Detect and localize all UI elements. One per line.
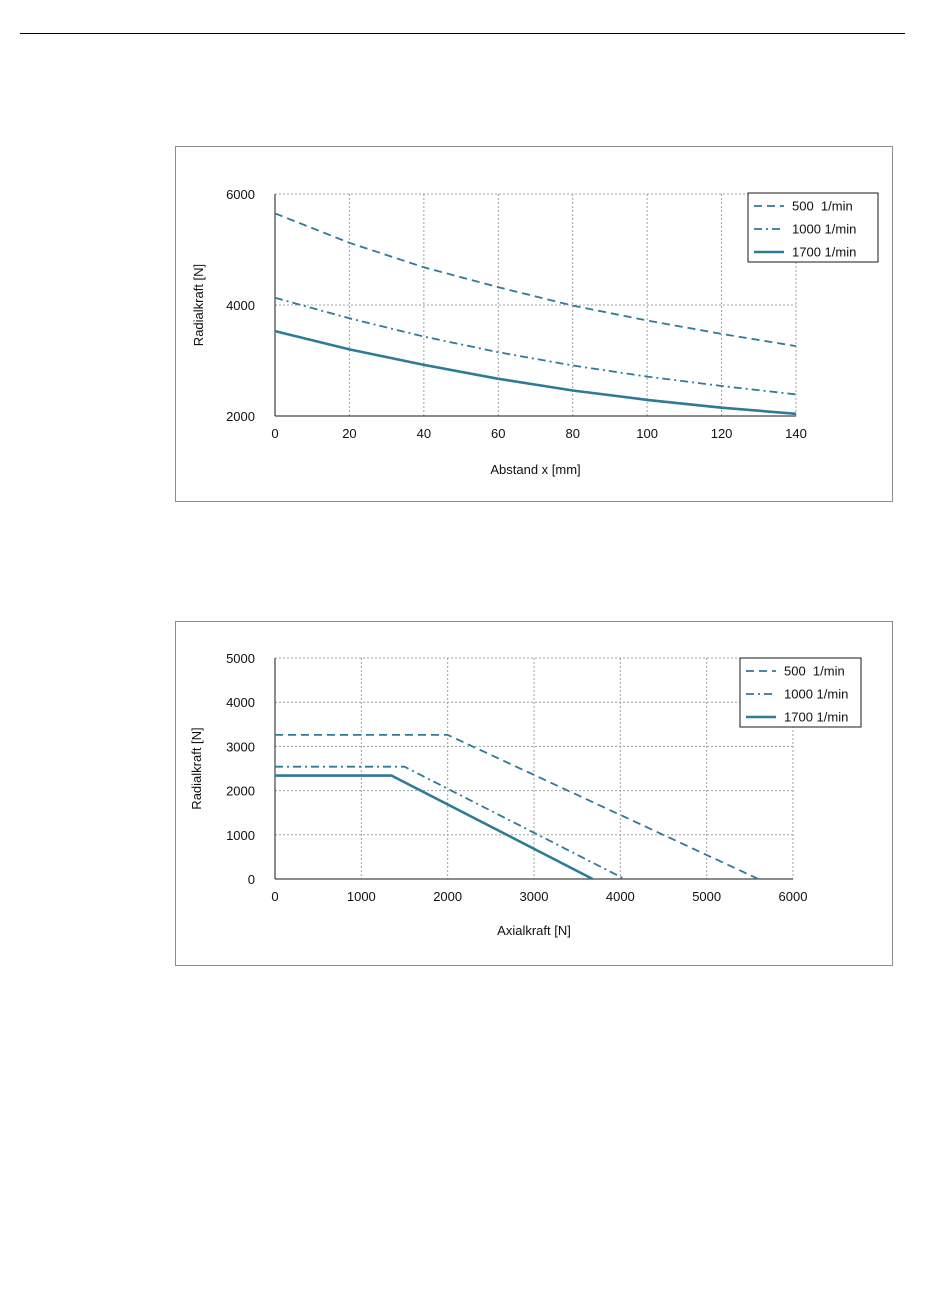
y-tick-label: 2000 <box>226 784 255 799</box>
y-tick-label: 1000 <box>226 828 255 843</box>
x-tick-label: 100 <box>636 426 658 441</box>
y-tick-label: 0 <box>248 872 255 887</box>
y-tick-label: 4000 <box>226 695 255 710</box>
radial-force-vs-axial-force-chart: 0 1000 2000 3000 4000 5000 6000 0 1000 2000 3000 40… <box>175 621 893 966</box>
x-tick-label: 3000 <box>520 889 549 904</box>
x-tick-label: 0 <box>271 426 278 441</box>
x-tick-label: 140 <box>785 426 807 441</box>
legend-label-1: 500 1/min <box>792 199 853 214</box>
series-line-3 <box>274 329 797 416</box>
y-tick-label: 6000 <box>226 187 255 202</box>
chart-canvas-distance: 0 20 40 60 80 100 120 140 2000 4000 6000 Abstand x … <box>191 187 879 477</box>
y-tick-label: 5000 <box>226 651 255 666</box>
series-line-1 <box>274 212 797 347</box>
x-tick-label: 40 <box>417 426 431 441</box>
legend-label-1: 500 1/min <box>784 664 845 679</box>
series-line-2 <box>274 296 797 396</box>
x-tick-label: 1000 <box>347 889 376 904</box>
y-axis-label: Radialkraft [N] <box>189 727 204 809</box>
x-tick-label: 6000 <box>779 889 808 904</box>
x-tick-label: 20 <box>342 426 356 441</box>
legend-label-3: 1700 1/min <box>784 710 848 725</box>
page-header-rule <box>20 33 905 34</box>
x-tick-label: 80 <box>565 426 579 441</box>
legend-label-2: 1000 1/min <box>784 687 848 702</box>
radial-force-vs-distance-chart: 0 20 40 60 80 100 120 140 2000 4000 6000 Abstand x … <box>175 146 893 502</box>
y-tick-label: 3000 <box>226 739 255 754</box>
y-tick-label: 2000 <box>226 409 255 424</box>
x-tick-label: 60 <box>491 426 505 441</box>
legend-box <box>747 192 879 263</box>
series-line-1 <box>275 734 759 880</box>
series-line-2 <box>275 765 626 880</box>
y-tick-label: 4000 <box>226 298 255 313</box>
legend-box <box>739 657 862 728</box>
x-tick-label: 120 <box>711 426 733 441</box>
series-line-3 <box>275 774 594 881</box>
legend-label-3: 1700 1/min <box>792 245 856 260</box>
chart-canvas-axial: 0 1000 2000 3000 4000 5000 6000 0 1000 2000 3000 40… <box>189 651 862 938</box>
y-axis-label: Radialkraft [N] <box>191 264 206 346</box>
x-axis-label: Abstand x [mm] <box>490 462 580 477</box>
x-tick-label: 2000 <box>433 889 462 904</box>
legend-label-2: 1000 1/min <box>792 222 856 237</box>
x-tick-label: 0 <box>271 889 278 904</box>
x-axis-label: Axialkraft [N] <box>497 923 571 938</box>
x-tick-label: 5000 <box>692 889 721 904</box>
x-tick-label: 4000 <box>606 889 635 904</box>
